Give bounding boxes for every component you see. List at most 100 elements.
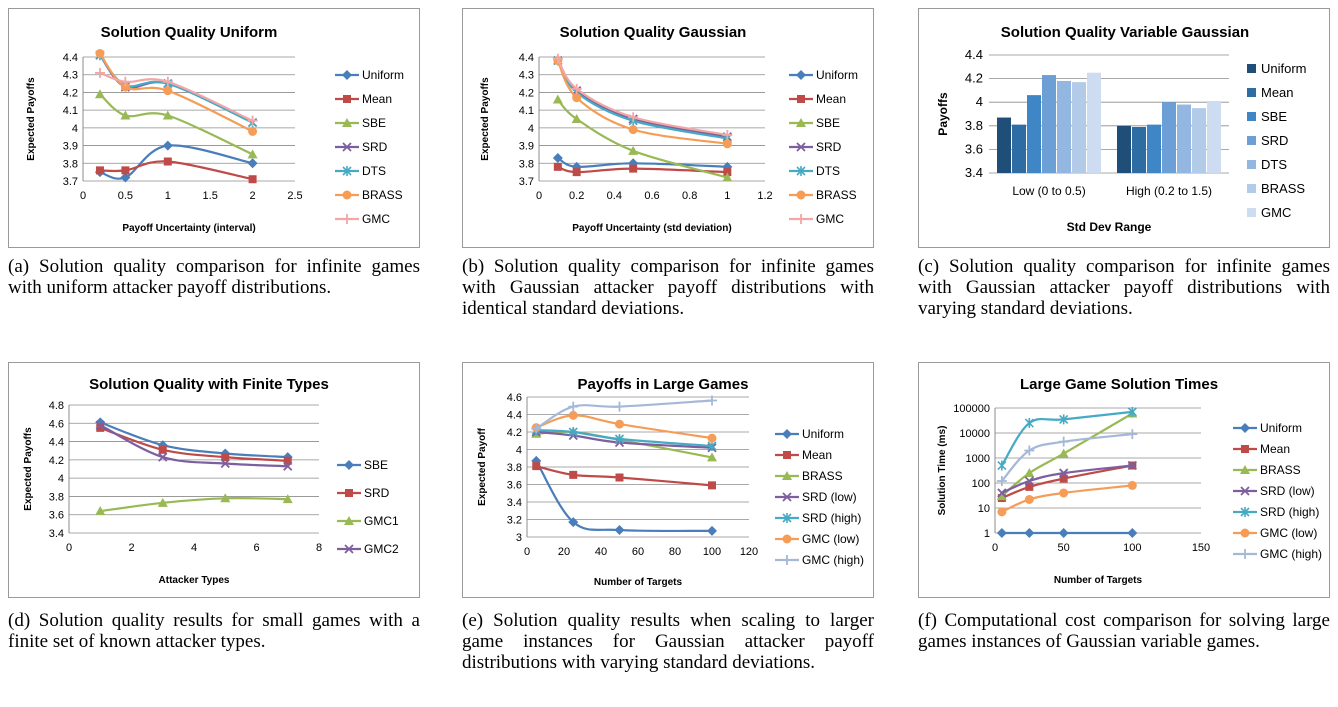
data-point [572,93,582,103]
legend-marker [342,70,352,80]
series-line [557,156,728,169]
x-tick-label: 0.8 [682,190,697,202]
data-point [996,528,1007,538]
y-tick-label: 3.4 [49,528,64,540]
data-point [163,86,173,96]
y-tick-label: 3.6 [965,141,983,156]
data-point [1127,460,1137,471]
legend-item: Uniform [789,68,858,82]
legend-marker [342,214,352,224]
y-tick-label: 3.7 [63,176,78,188]
legend-swatch [1247,208,1256,217]
legend: Uniform Mean SBE SRD DTS BRASS GMC [789,68,858,226]
data-point [628,145,639,155]
caption-b: (b) Solution quality comparison for infi… [462,256,874,319]
legend-label: Uniform [816,68,858,82]
series-line [1001,433,1133,482]
data-point [1059,474,1068,483]
legend-label: SRD (high) [802,511,861,525]
legend-marker [1240,528,1250,538]
data-point [95,48,105,58]
y-tick-label: 3.8 [507,462,522,474]
legend-swatch [1247,160,1256,169]
x-tick-label: 0 [992,542,998,554]
series-line [536,430,713,449]
data-point [707,433,717,443]
y-tick-label: 1 [984,528,990,540]
data-point [220,493,231,503]
y-tick-label: 3.8 [63,158,78,170]
data-point [614,401,625,412]
series-line [536,429,713,448]
y-tick-label: 4 [976,94,983,109]
data-point [1059,468,1069,478]
data-point [120,76,131,87]
legend-item: GMC1 [337,514,399,528]
series-line [556,98,728,179]
legend-item: GMC [789,212,844,226]
legend-swatch [1247,184,1256,193]
bar-uniform [997,117,1011,173]
data-point [94,67,105,78]
legend-item: SBE [789,116,840,130]
data-point [615,419,624,429]
data-point [568,401,579,412]
series-srd [95,50,258,128]
legend-label: BRASS [816,188,857,202]
series-gmc [94,67,258,126]
series-line [1001,412,1133,497]
data-point [997,460,1007,471]
legend-marker [1241,445,1249,453]
legend-item: SRD [335,140,388,154]
series-line [100,497,288,513]
data-point [568,427,578,437]
series-line [535,460,713,533]
chart-c: Solution Quality Variable Gaussian 3.4 3.6… [936,24,1307,234]
bar-gmc [1087,72,1101,173]
chart-title: Solution Quality Gaussian [560,24,747,41]
legend-marker [796,70,806,80]
y-tick-label: 10000 [959,428,990,440]
caption-f: (f) Computational cost comparison for so… [918,610,1330,652]
y-tick-label: 4.1 [519,105,534,117]
series-uniform [531,455,717,536]
series-line [99,52,254,133]
legend-marker [783,451,791,459]
legend-label: GMC (low) [802,532,859,546]
x-axis-label: Attacker Types [159,575,230,586]
legend-item: BRASS [789,188,857,202]
y-axis-label: Solution Time (ms) [937,426,948,516]
bar-srd [1162,102,1176,173]
series-line [556,59,728,145]
series-line [557,165,728,174]
data-point [552,152,563,163]
y-tick-label: 4.2 [49,455,64,467]
bar-gmc [1207,101,1221,173]
y-tick-label: 3.8 [519,158,534,170]
legend-item: GMC2 [337,542,399,556]
chart-title: Solution Quality with Finite Types [89,376,329,393]
legend-marker [782,534,792,544]
legend-marker [344,544,354,554]
series-line [99,421,288,459]
legend-item: Uniform [775,427,844,441]
legend-label: DTS [362,164,386,178]
x-tick-label: 20 [558,546,570,558]
caption-d: (d) Solution quality results for small g… [8,610,420,652]
chart-b: Solution Quality Gaussian 3.7 3.8 3.9 4 4.1 4.… [480,24,858,234]
series-line [536,465,713,487]
series-line [556,59,728,140]
x-tick-label: 100 [1123,542,1141,554]
caption-e: (e) Solution quality results when scalin… [462,610,874,673]
bar-srd [1042,75,1056,173]
legend-marker [796,142,806,152]
y-axis-label: Expected Payoff [477,427,488,505]
series-mean [532,462,716,490]
data-point [614,525,625,535]
legend-label: Mean [362,92,392,106]
data-point [553,162,562,171]
data-point [121,166,130,175]
data-point [722,139,732,149]
data-point [247,158,258,169]
y-tick-label: 3 [516,532,522,544]
